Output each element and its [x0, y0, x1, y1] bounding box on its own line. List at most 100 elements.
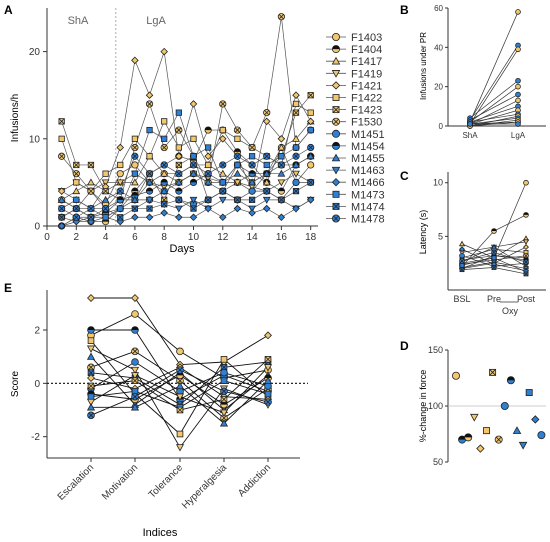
marker-shape [500, 401, 509, 410]
marker-cross [249, 144, 255, 151]
marker-cross [147, 101, 153, 107]
legend-label: F1421 [351, 80, 382, 92]
panel-c-point [459, 267, 465, 273]
panel-e-point [264, 331, 272, 340]
panel-a-point [116, 187, 124, 195]
panel-a-series-line [61, 111, 311, 218]
panel-a-point [160, 161, 168, 169]
panel-a-point [175, 213, 183, 222]
panel-b-point [515, 77, 521, 84]
marker-shape [525, 389, 533, 397]
panel-e-x-tick-label: Tolerance [147, 462, 186, 501]
panel-e-point [87, 294, 95, 302]
panel-b-point [515, 46, 521, 53]
panel-a-x-tick-label: 14 [247, 232, 259, 243]
panel-e-point [131, 377, 139, 384]
panel-b-point [515, 121, 521, 127]
marker-shape [160, 169, 169, 177]
panel-a-point [117, 161, 124, 169]
marker-shape [292, 144, 300, 151]
marker-shape [131, 135, 139, 142]
panel-a-point [161, 201, 168, 208]
marker-shape [101, 179, 110, 187]
panel-c-point [459, 252, 465, 259]
marker-shape [131, 161, 139, 169]
panel-a-point [160, 169, 169, 177]
marker-shape [277, 143, 286, 151]
marker-cross [219, 188, 226, 195]
panel-e-point [263, 376, 273, 384]
legend-marker [331, 117, 340, 126]
marker-shape [234, 135, 241, 142]
panel-a-point [116, 143, 125, 152]
marker-shape [331, 166, 341, 175]
marker-shape [175, 144, 182, 151]
panel-a-point [175, 144, 182, 151]
marker-cross [234, 153, 240, 159]
marker-shape [145, 196, 154, 204]
marker-shape [116, 170, 124, 178]
panel-e-point [86, 398, 96, 407]
panel-d-content: 50 100 150 [428, 345, 546, 467]
panel-a-point [219, 126, 226, 134]
marker-top-half [190, 179, 197, 183]
marker-shape [116, 179, 125, 187]
marker-cross [132, 153, 138, 159]
marker-shape [174, 178, 183, 186]
panel-b-pair-line [469, 117, 519, 125]
marker-cross [131, 205, 138, 212]
marker-shape [219, 126, 226, 134]
panel-e-point [175, 393, 185, 401]
marker-top-half [175, 187, 183, 192]
panel-d-point [489, 368, 497, 376]
panel-a-point [87, 161, 95, 169]
panel-a-point [131, 135, 139, 142]
panel-a-point [57, 187, 66, 195]
panel-a-point [175, 126, 183, 134]
marker-cross [73, 205, 80, 212]
marker-top-half [234, 148, 241, 152]
panel-a-point [160, 143, 168, 152]
marker-shape [264, 390, 272, 398]
panel-a-x-tick-label: 16 [276, 232, 288, 243]
marker-cross [58, 118, 65, 125]
panel-a-point [218, 169, 227, 177]
marker-shape [145, 178, 154, 186]
marker-cross [190, 162, 197, 168]
panel-a-point [175, 152, 183, 161]
marker-shape [537, 431, 546, 440]
marker-shape [515, 46, 521, 53]
panel-a-point [102, 214, 109, 221]
panel-b-pair-line [469, 100, 519, 125]
panel-c-point [523, 212, 529, 218]
marker-cross [175, 161, 182, 168]
marker-shape [292, 91, 300, 99]
legend-label: M1451 [351, 129, 385, 141]
panel-e-x-tick-label: Addiction [236, 462, 273, 499]
panel-a-point [277, 143, 286, 151]
panel-b: B Infusions under PR 0 20 40 60 ShA LgA [400, 3, 546, 140]
legend-label: F1403 [351, 32, 382, 44]
marker-shape [331, 153, 341, 162]
marker-shape [58, 135, 65, 142]
marker-top-half [131, 187, 139, 192]
panel-a-point [145, 91, 154, 99]
panel-c-point [523, 271, 529, 277]
panel-b-x-tick-label: LgA [511, 131, 526, 140]
panel-b-ylabel: Infusions under PR [419, 32, 428, 100]
marker-top-half [278, 187, 285, 192]
panel-a-point [131, 191, 139, 200]
marker-shape [523, 179, 529, 186]
marker-cross [264, 110, 270, 116]
marker-top-half [332, 45, 340, 50]
marker-shape [515, 121, 521, 127]
marker-shape [87, 374, 95, 382]
panel-a-point [131, 161, 139, 169]
panel-a-point [248, 178, 256, 186]
marker-cross [278, 14, 284, 20]
legend-label: M1478 [351, 214, 385, 226]
marker-shape [292, 134, 300, 142]
marker-cross [88, 412, 94, 418]
panel-b-pair-line [469, 80, 519, 119]
marker-shape [233, 204, 242, 213]
